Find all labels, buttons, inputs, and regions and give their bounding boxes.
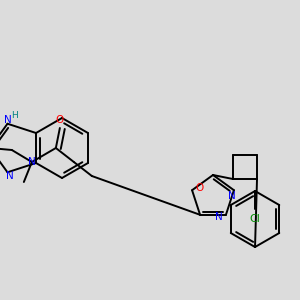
Text: Cl: Cl	[250, 214, 260, 224]
Text: O: O	[56, 115, 64, 125]
Text: N: N	[28, 157, 36, 167]
Text: O: O	[195, 183, 203, 193]
Text: N: N	[4, 115, 11, 125]
Text: N: N	[6, 171, 14, 181]
Text: N: N	[215, 212, 223, 222]
Text: H: H	[11, 111, 18, 120]
Text: N: N	[228, 191, 236, 201]
